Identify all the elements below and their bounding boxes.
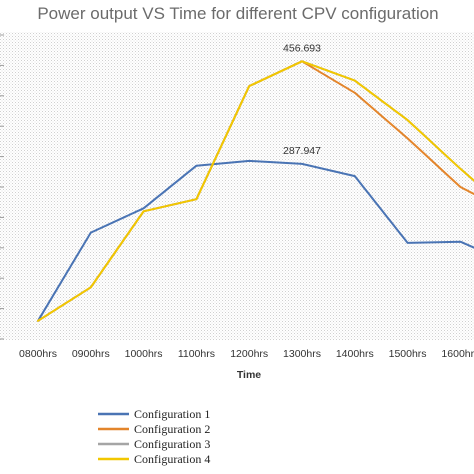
chart-title: Power output VS Time for different CPV c… (37, 4, 438, 23)
data-label: 456.693 (283, 42, 321, 54)
series-line-configuration-1 (37, 159, 474, 322)
legend-label: Configuration 1 (134, 407, 210, 421)
x-tick-label: 1300hrs (283, 348, 321, 360)
x-tick-label: 1000hrs (125, 348, 163, 360)
x-tick-label: 1500hrs (389, 348, 427, 360)
series-line-configuration-4 (37, 60, 474, 322)
x-tick-label: 0800hrs (19, 348, 57, 360)
x-tick-label: 1600hrs (441, 348, 474, 360)
data-label: 287.947 (283, 145, 321, 157)
legend-label: Configuration 4 (134, 452, 210, 466)
legend-label: Configuration 2 (134, 422, 210, 436)
legend-label: Configuration 3 (134, 437, 210, 451)
plot-area (0, 32, 474, 340)
x-axis-title: Time (237, 369, 261, 381)
x-tick-label: 1400hrs (336, 348, 374, 360)
x-tick-label: 1200hrs (230, 348, 268, 360)
x-tick-label: 1100hrs (178, 348, 215, 360)
x-tick-label: 0900hrs (72, 348, 110, 360)
